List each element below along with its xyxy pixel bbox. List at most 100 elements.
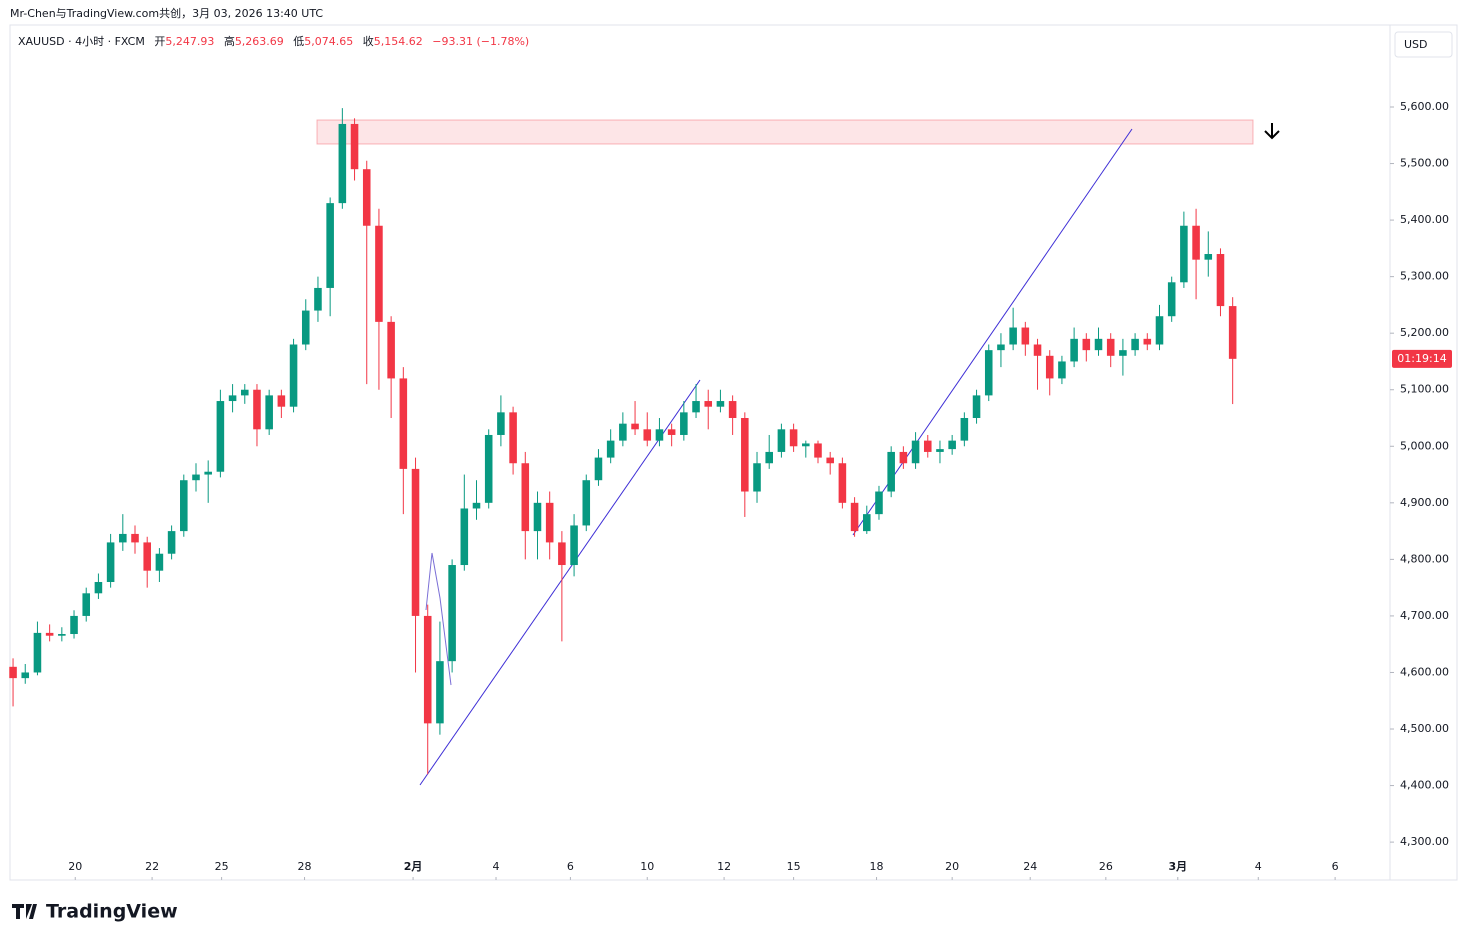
plot: 4,300.00 4,400.00 4,500.00 4,600.00 4,700.00… [9, 25, 1449, 880]
candle-body [21, 672, 30, 679]
candle-body [399, 378, 408, 469]
candle-body [472, 502, 481, 509]
candle-body [1058, 361, 1066, 379]
high-value: 5,263.69 [235, 35, 284, 48]
candle-body [1228, 306, 1237, 359]
candle-body [948, 440, 956, 450]
candle-body [777, 429, 786, 452]
candle-body [814, 443, 822, 458]
candle-body [1082, 338, 1091, 351]
open-value: 5,247.93 [165, 35, 214, 48]
candle-body [1192, 225, 1200, 260]
candle-body [1180, 225, 1188, 283]
candle-body [875, 491, 883, 515]
candle-body [265, 395, 273, 430]
candle-body [997, 344, 1005, 351]
candle-body [631, 423, 639, 430]
candle-body [692, 401, 700, 413]
x-tick-label: 15 [787, 860, 801, 873]
candle-body [45, 632, 54, 636]
low-label: 低 [293, 35, 304, 48]
y-tick-label: 5,500.00 [1400, 157, 1449, 170]
candle-body [143, 542, 151, 571]
candle-body [289, 344, 298, 407]
candle-body [936, 449, 944, 452]
candle-body [119, 533, 127, 543]
candle-body [826, 457, 834, 464]
x-tick-label: 26 [1099, 860, 1113, 873]
candle-body [1155, 316, 1164, 345]
y-tick-label: 4,400.00 [1400, 779, 1449, 792]
candle-body [570, 525, 578, 566]
candle-body [460, 508, 469, 566]
candle-body [1106, 338, 1115, 356]
caption: Mr-Chen与TradingView.com共创，3月 03, 2026 13… [10, 7, 323, 20]
currency[interactable]: USD [1404, 38, 1428, 51]
candle-body [802, 443, 810, 447]
candle-body [741, 418, 749, 492]
y-tick-label: 5,200.00 [1400, 326, 1449, 339]
y-tick-label: 4,900.00 [1400, 496, 1449, 509]
candle-body [314, 287, 322, 311]
candle-body [131, 533, 139, 543]
down-arrow [1264, 123, 1280, 140]
candle-body [558, 542, 566, 566]
candle-body [594, 457, 603, 481]
candle-body [606, 440, 615, 458]
candle-body [9, 666, 17, 679]
candle-body [667, 429, 676, 435]
x-tick-label: 6 [1332, 860, 1339, 873]
candle-body [984, 350, 993, 396]
x-tick-label: 22 [145, 860, 159, 873]
candle-body [362, 169, 371, 226]
candle-body [728, 401, 737, 419]
candle-body [887, 451, 895, 492]
candle-body [58, 634, 66, 636]
candle-body [899, 451, 908, 464]
x-tick-label: 6 [567, 860, 574, 873]
candle-body [338, 123, 347, 204]
x-tick-label: 2月 [404, 860, 423, 873]
candle-body [655, 429, 664, 441]
candle-body [1033, 344, 1042, 356]
candle-body [1094, 338, 1103, 351]
countdown: 01:19:14 [1397, 352, 1446, 365]
candle-body [204, 471, 212, 475]
frame [9, 24, 1458, 881]
candle-body [582, 480, 591, 526]
candle-body [326, 203, 334, 288]
candle-body [423, 615, 432, 724]
candle-body [1119, 350, 1127, 356]
candle-body [911, 440, 920, 464]
symbol: XAUUSD · 4小时 · FXCM [18, 35, 145, 48]
x-tick-label: 4 [493, 860, 500, 873]
high-label: 高 [224, 34, 235, 48]
close-label: 收 [363, 34, 374, 48]
y-tick-label: 4,300.00 [1400, 835, 1449, 848]
candle-body [436, 661, 444, 724]
x-tick-label: 25 [215, 860, 229, 873]
candle-body [387, 321, 395, 379]
x-tick-label: 20 [945, 860, 959, 873]
y-tick-label: 4,700.00 [1400, 609, 1449, 622]
candle-body [82, 593, 91, 616]
currency-button[interactable] [1394, 31, 1453, 58]
candle-body [167, 531, 176, 554]
candle-body [509, 412, 517, 464]
x-tick-label: 24 [1023, 860, 1037, 873]
x-tick-label: 28 [298, 860, 312, 873]
candle-body [850, 502, 859, 532]
candle-body [1045, 355, 1054, 379]
candle-body [521, 463, 530, 532]
candle-body [106, 542, 115, 582]
candle-body [411, 468, 420, 616]
x-tick-label: 20 [68, 860, 82, 873]
candle-body [838, 463, 847, 503]
candle-body [1021, 327, 1030, 345]
candle-body [533, 502, 542, 532]
candle-body [33, 632, 42, 673]
candle-body [70, 615, 78, 635]
candle-body [643, 429, 652, 441]
header-line: XAUUSD · 4小时 · FXCM 开5,247.93 高5,263.69 … [18, 34, 529, 48]
candle-body [704, 401, 713, 407]
